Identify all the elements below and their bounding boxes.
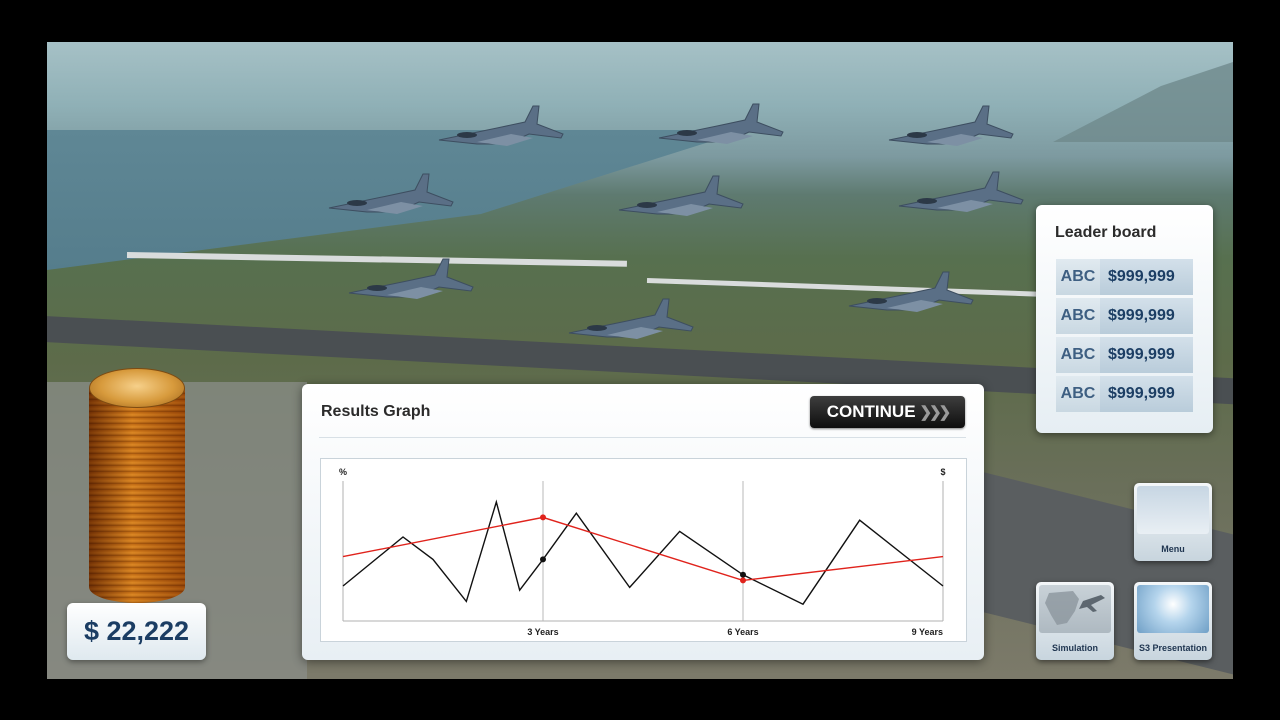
x-tick-label: 9 Years [912,627,943,637]
fighter-jet-icon [897,170,1027,216]
leaderboard-player: ABC [1056,337,1100,373]
fighter-jet-icon [437,104,567,150]
fighter-jet-icon [847,270,977,316]
fighter-jet-icon [567,297,697,343]
fighter-jet-icon [327,172,457,218]
y-axis-right-label: $ [940,467,945,477]
fighter-jet-icon [887,104,1017,150]
mountain-background [1053,62,1233,142]
leaderboard-score: $999,999 [1100,298,1193,334]
series-point-2 [740,577,746,584]
simulation-button-label: Simulation [1051,643,1098,653]
continue-label: CONTINUE [826,402,916,421]
fighter-jet-icon [347,257,477,303]
series-line-1 [342,499,944,606]
results-panel: Results Graph CONTINUE ❯❯❯ 3 Years 6 Year… [302,384,984,660]
chart-svg: 3 Years 6 Years 9 Years% $ [339,467,946,637]
leaderboard-score: $999,999 [1100,337,1193,373]
leaderboard-score: $999,999 [1100,376,1193,412]
globe-icon [1137,585,1209,633]
leaderboard-row: ABC $999,999 [1056,376,1193,412]
presentation-button-label: S3 Presentation [1138,643,1208,653]
continue-button[interactable]: CONTINUE ❯❯❯ [810,396,965,428]
leaderboard-row: ABC $999,999 [1056,259,1193,295]
x-tick-label: 3 Years [527,627,558,637]
fighter-jet-icon [657,102,787,148]
fighter-jet-icon [617,174,747,220]
money-display: $ 22,222 [67,603,206,660]
leaderboard-row: ABC $999,999 [1056,298,1193,334]
menu-button[interactable]: Menu [1134,483,1212,561]
leaderboard-score: $999,999 [1100,259,1193,295]
series-line-2 [342,516,944,582]
leaderboard-player: ABC [1056,298,1100,334]
menu-thumbnail [1137,486,1209,534]
y-axis-left-label: % [339,467,347,477]
leaderboard-player: ABC [1056,376,1100,412]
leaderboard-title: Leader board [1055,224,1157,241]
series-point-1 [540,556,546,563]
money-amount: $ 22,222 [83,616,190,646]
x-tick-label: 6 Years [727,627,758,637]
coin-stack-icon [89,368,185,608]
map-icon [1039,585,1111,633]
series-point-1 [740,571,746,578]
divider [319,437,966,438]
leaderboard-row: ABC $999,999 [1056,337,1193,373]
leaderboard-panel: Leader board ABC $999,999 ABC $999,999 A… [1036,205,1213,433]
menu-button-label: Menu [1161,544,1185,554]
double-chevron-right-icon: ❯❯❯ [919,404,952,421]
simulation-button[interactable]: Simulation [1036,582,1114,660]
presentation-button[interactable]: S3 Presentation [1134,582,1212,660]
results-chart: 3 Years 6 Years 9 Years% $ [320,458,967,642]
series-point-2 [540,514,546,521]
results-title: Results Graph [321,403,431,420]
leaderboard-player: ABC [1056,259,1100,295]
